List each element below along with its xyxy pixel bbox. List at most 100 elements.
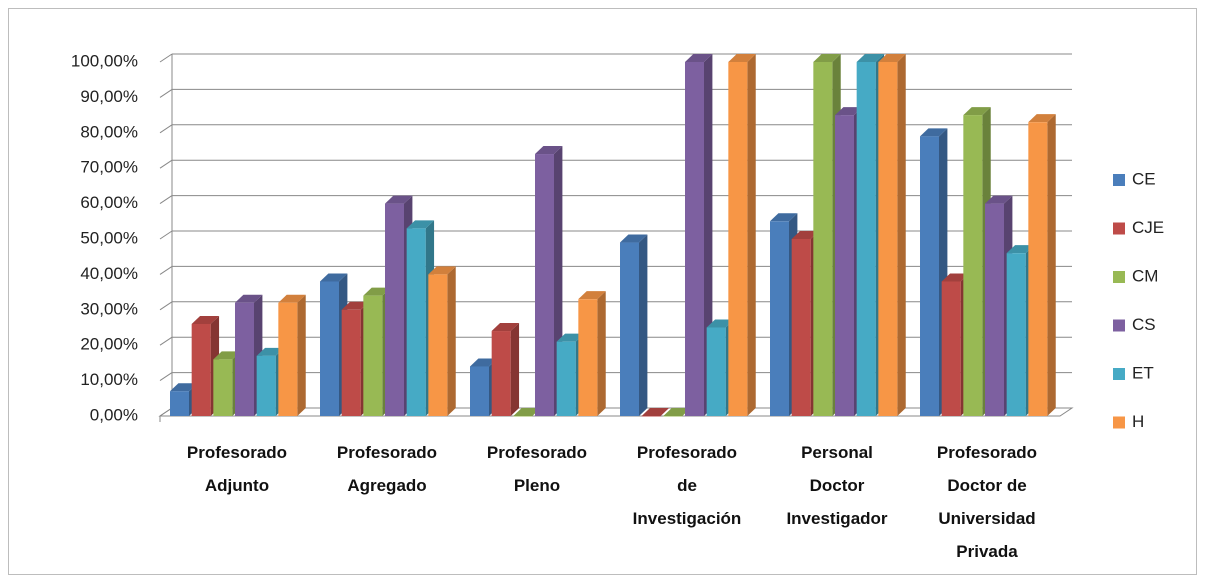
bar-front	[985, 203, 1004, 416]
bar-top	[985, 195, 1013, 204]
bar-front	[641, 416, 661, 417]
bar-top	[320, 273, 348, 282]
bar	[620, 234, 648, 416]
bar-front	[213, 359, 233, 416]
bar-front	[363, 295, 383, 416]
bar-front	[1028, 122, 1048, 417]
x-tick-label: Personal Doctor Investigador	[786, 443, 888, 528]
legend-swatch	[1113, 174, 1125, 186]
bar-side	[897, 54, 906, 416]
bar-top	[1028, 114, 1056, 123]
bar-top	[513, 408, 541, 416]
bar-side	[447, 266, 456, 416]
bar	[663, 408, 691, 417]
bar	[641, 408, 670, 417]
bar	[278, 294, 306, 416]
grid-tick	[159, 195, 173, 205]
bar	[878, 54, 906, 416]
bar-top	[341, 301, 370, 310]
bar-front	[341, 309, 361, 416]
bar-top	[170, 383, 198, 392]
bar-front	[256, 355, 276, 416]
grid-tick	[159, 372, 173, 382]
bar-front	[770, 221, 789, 416]
bar-top	[470, 358, 498, 367]
bar-top	[491, 323, 520, 332]
legend-label: CM	[1132, 266, 1158, 285]
bar-front	[920, 136, 939, 416]
bar-top	[191, 315, 220, 324]
bar-top	[641, 408, 670, 416]
bar-side	[639, 234, 648, 416]
legend-label: ET	[1132, 363, 1154, 382]
x-tick-label: Profesorado Adjunto	[186, 443, 288, 495]
y-tick-label: 80,00%	[80, 122, 138, 141]
bar-front	[491, 331, 511, 416]
y-tick-label: 30,00%	[80, 299, 138, 318]
bar-front	[428, 274, 448, 416]
y-tick-label: 50,00%	[80, 228, 138, 247]
chart-frame	[8, 8, 1197, 575]
bar-top	[256, 347, 285, 356]
bar-side	[297, 294, 306, 416]
bar-top	[770, 213, 798, 222]
bar	[578, 291, 606, 416]
bar	[728, 54, 756, 416]
bar-front	[278, 302, 298, 416]
bar-front	[728, 62, 748, 416]
bar-front	[578, 299, 598, 416]
bar-top	[385, 195, 413, 204]
bar-top	[920, 128, 948, 137]
grid-tick	[159, 88, 173, 98]
grid-tick	[159, 230, 173, 240]
grid-tick	[159, 265, 173, 275]
x-tick-label: Profesorado de Investigación	[632, 443, 742, 528]
bar-front	[941, 281, 961, 416]
legend-swatch	[1113, 271, 1125, 283]
bar-top	[556, 333, 585, 342]
bar-top	[406, 220, 435, 229]
bar-top	[663, 408, 691, 416]
bar-top	[856, 54, 885, 62]
bar-front	[406, 228, 426, 416]
y-tick-label: 100,00%	[71, 51, 138, 70]
bar-top	[235, 294, 263, 303]
bar-front	[620, 242, 639, 416]
bar-top	[728, 54, 756, 62]
bar-front	[513, 416, 533, 417]
bar-top	[213, 351, 241, 360]
bar-top	[278, 294, 306, 303]
legend-swatch	[1113, 416, 1125, 429]
bar-front	[878, 62, 898, 416]
bar-front	[706, 327, 726, 416]
bar-top	[963, 107, 991, 116]
bar-top	[835, 107, 863, 116]
bar-top	[620, 234, 648, 243]
y-tick-label: 0,00%	[90, 405, 138, 424]
bar-front	[385, 203, 404, 416]
y-tick-label: 60,00%	[80, 193, 138, 212]
legend-label: CS	[1132, 315, 1156, 334]
bar-front	[663, 416, 683, 417]
y-tick-label: 70,00%	[80, 158, 138, 177]
legend-label: CE	[1132, 169, 1156, 188]
bar-front	[791, 239, 811, 416]
grid-tick	[159, 124, 173, 134]
x-tick-label: Profesorado Doctor de Universidad Privad…	[936, 443, 1038, 561]
bar-top	[791, 231, 820, 239]
y-tick-label: 90,00%	[80, 87, 138, 106]
y-tick-label: 20,00%	[80, 335, 138, 354]
bar-front	[1006, 253, 1026, 416]
bar-top	[813, 54, 841, 62]
y-tick-label: 10,00%	[80, 370, 138, 389]
bar-front	[320, 281, 339, 416]
bar	[491, 323, 520, 416]
grid-tick	[159, 53, 173, 63]
bar-top	[363, 287, 391, 296]
bar-front	[813, 62, 833, 416]
bar-top	[878, 54, 906, 62]
bar	[535, 146, 563, 417]
bar	[428, 266, 456, 416]
